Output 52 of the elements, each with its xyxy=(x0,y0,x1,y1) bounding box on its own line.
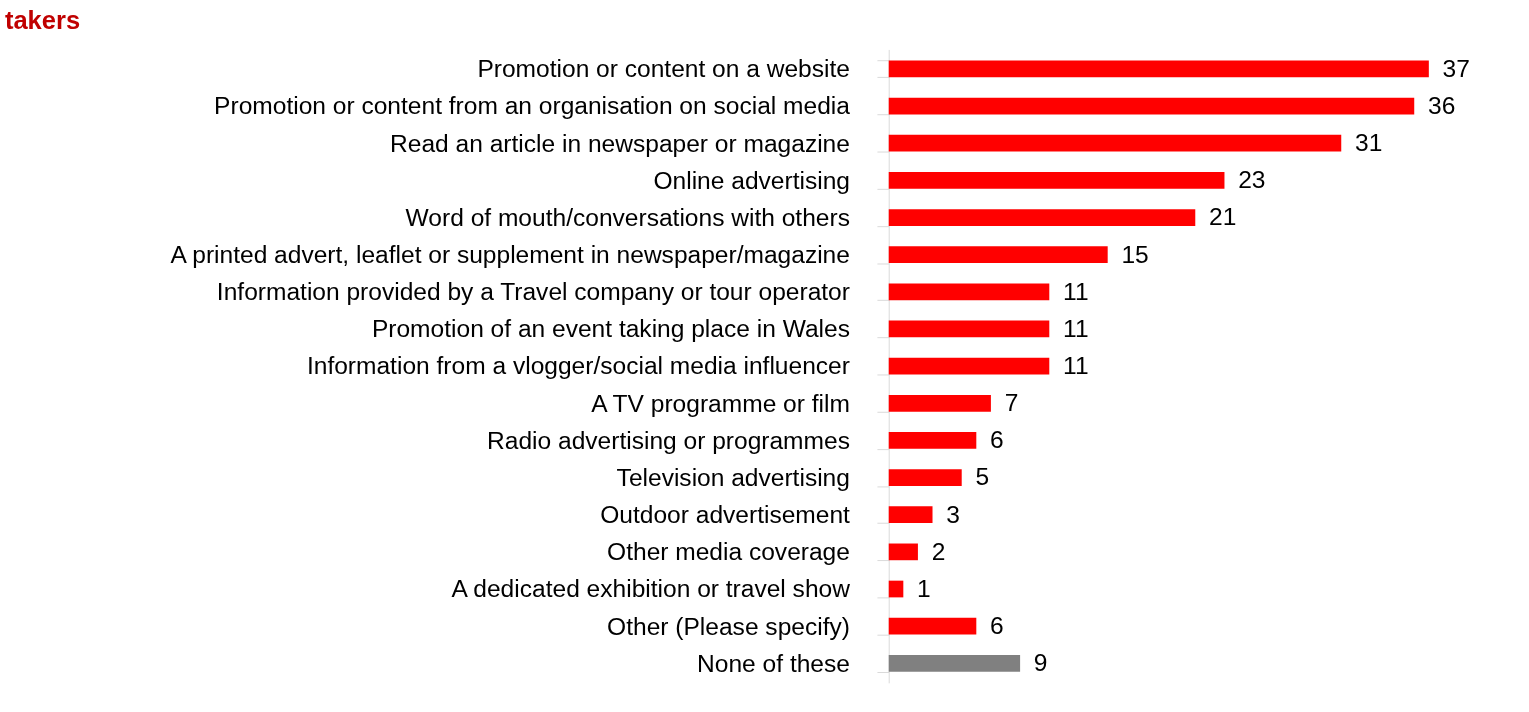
data-label: 6 xyxy=(990,426,1004,454)
bar xyxy=(888,469,962,486)
y-tick-label: Read an article in newspaper or magazine xyxy=(390,129,850,157)
data-label: 6 xyxy=(990,612,1004,640)
data-label: 36 xyxy=(1427,91,1456,119)
bar xyxy=(888,97,1415,115)
bar xyxy=(888,543,918,561)
y-tick-label: Radio advertising or programmes xyxy=(487,426,850,454)
y-tick-label: Word of mouth/conversations with others xyxy=(405,203,850,231)
y-tick-label: None of these xyxy=(697,649,850,677)
bar xyxy=(888,209,1196,226)
bar xyxy=(888,283,1050,301)
bar xyxy=(888,60,1429,78)
y-tick-label: A TV programme or film xyxy=(591,389,850,417)
data-label: 5 xyxy=(975,463,990,491)
y-tick-label: Online advertising xyxy=(653,166,850,194)
y-tick-label: Other (Please specify) xyxy=(607,612,850,640)
text: takers xyxy=(4,5,81,34)
y-tick-label: Outdoor advertisement xyxy=(600,501,851,529)
bar xyxy=(888,654,1021,672)
bar xyxy=(888,506,933,524)
data-label: 11 xyxy=(1063,351,1089,379)
data-label: 7 xyxy=(1004,389,1019,417)
y-tick-label: Promotion of an event taking place in Wales xyxy=(371,315,850,343)
data-label: 31 xyxy=(1355,129,1383,157)
bar xyxy=(888,394,991,412)
data-label: 1 xyxy=(917,574,931,602)
bar xyxy=(888,320,1050,338)
y-tick-label: Promotion or content on a website xyxy=(477,55,850,83)
y-tick-label: Other media coverage xyxy=(607,538,850,566)
data-label: 23 xyxy=(1238,166,1266,194)
data-label: 3 xyxy=(946,500,960,528)
data-label: 2 xyxy=(931,537,946,565)
bar xyxy=(888,580,904,598)
bar xyxy=(888,134,1342,152)
data-label: 37 xyxy=(1442,54,1470,82)
y-tick-label: Promotion or content from an organisation on social media xyxy=(214,92,851,120)
bar xyxy=(888,432,977,449)
y-tick-label: A printed advert, leaflet or supplement in newspaper/magazine xyxy=(170,241,850,269)
data-label: 11 xyxy=(1063,277,1089,305)
bar xyxy=(888,357,1050,375)
data-label: 9 xyxy=(1033,649,1048,677)
bar xyxy=(888,617,977,635)
data-label: 21 xyxy=(1209,203,1237,231)
y-tick-label: Television advertising xyxy=(616,463,850,491)
data-label: 11 xyxy=(1063,314,1089,342)
y-tick-label: Information from a vlogger/social media influencer xyxy=(306,352,850,380)
data-label: 15 xyxy=(1121,240,1149,268)
bar xyxy=(888,172,1225,189)
bar xyxy=(888,246,1108,264)
y-tick-label: Information provided by a Travel company or tour operator xyxy=(216,278,850,306)
y-tick-label: A dedicated exhibition or travel show xyxy=(451,575,851,603)
